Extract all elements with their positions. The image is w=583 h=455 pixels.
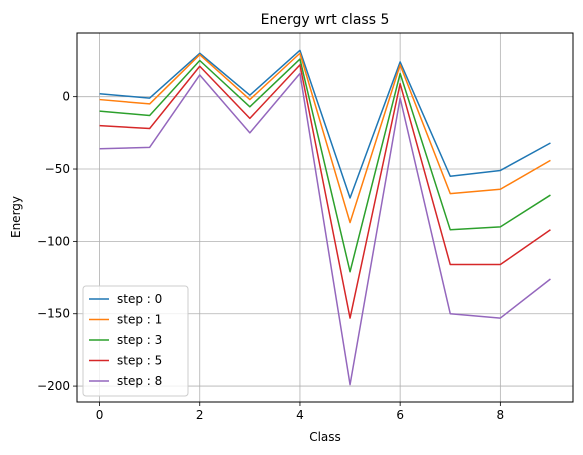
y-tick-label: −100 xyxy=(37,234,70,248)
x-tick-label: 2 xyxy=(196,408,204,422)
tick-layer: 0 2 4 6 8 0 −50 −100 −150 −200 xyxy=(37,90,504,422)
x-tick-label: 6 xyxy=(396,408,404,422)
x-tick-label: 0 xyxy=(96,408,104,422)
y-tick-label: −200 xyxy=(37,379,70,393)
legend-entry: step : 3 xyxy=(117,333,162,347)
chart-title: Energy wrt class 5 xyxy=(261,12,390,28)
series-line-4 xyxy=(99,64,551,319)
series-layer xyxy=(99,49,551,386)
x-tick-label: 8 xyxy=(497,408,505,422)
legend-entry: step : 0 xyxy=(117,292,162,306)
legend-entry: step : 8 xyxy=(117,374,162,388)
series-line-1 xyxy=(99,49,551,199)
series-line-2 xyxy=(99,52,551,224)
legend-entry: step : 5 xyxy=(117,354,162,368)
series-line-5 xyxy=(99,72,551,386)
y-axis-label: Energy xyxy=(9,196,23,238)
y-tick-label: 0 xyxy=(62,90,70,104)
y-tick-label: −50 xyxy=(45,162,70,176)
legend-frame xyxy=(82,285,189,397)
y-tick-label: −150 xyxy=(37,307,70,321)
x-axis-label: Class xyxy=(309,430,341,444)
x-tick-label: 4 xyxy=(296,408,304,422)
legend-entry: step : 1 xyxy=(117,313,162,327)
legend: step : 0 step : 1 step : 3 step : 5 step : 8 xyxy=(82,285,189,397)
series-line-3 xyxy=(99,58,551,273)
plot-area-frame xyxy=(76,32,574,403)
